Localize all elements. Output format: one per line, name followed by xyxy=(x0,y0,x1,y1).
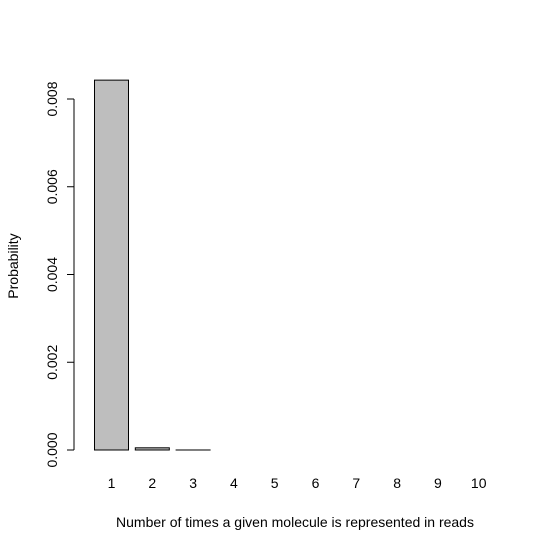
y-axis: 0.000 0.002 0.004 0.006 0.008 xyxy=(44,81,75,468)
y-tick-label: 0.002 xyxy=(44,345,60,380)
y-axis-title: Probability xyxy=(5,233,21,298)
x-tick-label-6: 6 xyxy=(312,475,320,491)
x-tick-label-9: 9 xyxy=(434,475,442,491)
x-tick-label-5: 5 xyxy=(271,475,279,491)
x-tick-label-10: 10 xyxy=(471,475,487,491)
x-tick-label-2: 2 xyxy=(148,475,156,491)
x-tick-label-7: 7 xyxy=(352,475,360,491)
x-tick-label-8: 8 xyxy=(393,475,401,491)
bars-group xyxy=(94,79,211,451)
x-tick-label-4: 4 xyxy=(230,475,238,491)
x-tick-labels: 1 2 3 4 5 6 7 8 9 10 xyxy=(108,475,487,491)
x-tick-label-3: 3 xyxy=(189,475,197,491)
x-tick-label-1: 1 xyxy=(108,475,116,491)
y-tick-label: 0.000 xyxy=(44,432,60,467)
y-tick-label: 0.004 xyxy=(44,257,60,292)
y-tick-label: 0.008 xyxy=(44,81,60,116)
bar-1 xyxy=(94,79,129,451)
bar-2 xyxy=(134,447,170,451)
y-tick-label: 0.006 xyxy=(44,169,60,204)
x-axis-title: Number of times a given molecule is repr… xyxy=(116,514,474,530)
